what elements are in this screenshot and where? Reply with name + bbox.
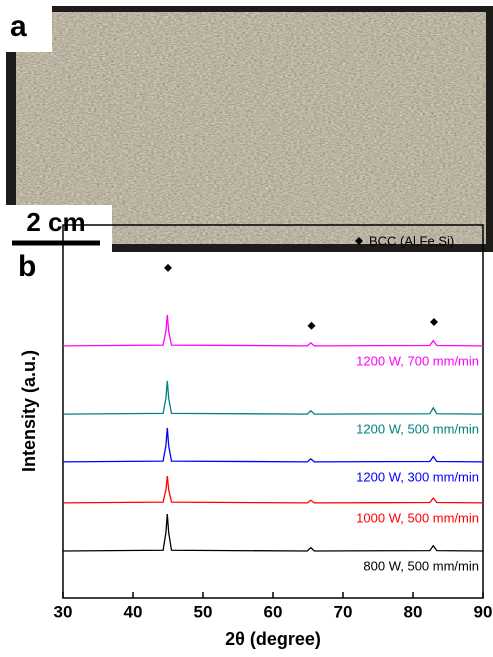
- panel-label: b: [18, 250, 36, 283]
- x-tick-label: 60: [264, 602, 283, 621]
- scale-bg: [0, 205, 112, 255]
- label-bg: [0, 0, 52, 52]
- peak-marker: [164, 263, 172, 272]
- legend-marker: [355, 237, 363, 245]
- series-line: [62, 427, 484, 463]
- x-tick-label: 50: [194, 602, 213, 621]
- series-label: 1200 W, 300 mm/min: [356, 469, 479, 484]
- panel-label: a: [10, 10, 27, 43]
- series-label: 1200 W, 500 mm/min: [356, 422, 479, 437]
- series-line: [62, 380, 484, 415]
- series-label: 1000 W, 500 mm/min: [356, 510, 479, 525]
- peak-marker: [307, 321, 316, 330]
- x-axis-label: 2θ (degree): [225, 629, 321, 649]
- x-tick-label: 30: [54, 602, 73, 621]
- x-tick-label: 90: [474, 602, 493, 621]
- peak-marker: [430, 317, 438, 326]
- series-line: [62, 514, 484, 552]
- legend-text: BCC (Al,Fe,Si): [369, 233, 454, 248]
- series-line: [62, 314, 484, 347]
- x-tick-label: 80: [404, 602, 423, 621]
- x-tick-label: 70: [334, 602, 353, 621]
- photo: [0, 0, 493, 255]
- x-tick-label: 40: [124, 602, 143, 621]
- y-axis-label: Intensity (a.u.): [19, 350, 39, 472]
- series-line: [62, 475, 484, 504]
- scale-text: 2 cm: [26, 207, 85, 237]
- series-label: 800 W, 500 mm/min: [363, 558, 479, 573]
- series-label: 1200 W, 700 mm/min: [356, 353, 479, 368]
- plot-frame: [62, 224, 484, 599]
